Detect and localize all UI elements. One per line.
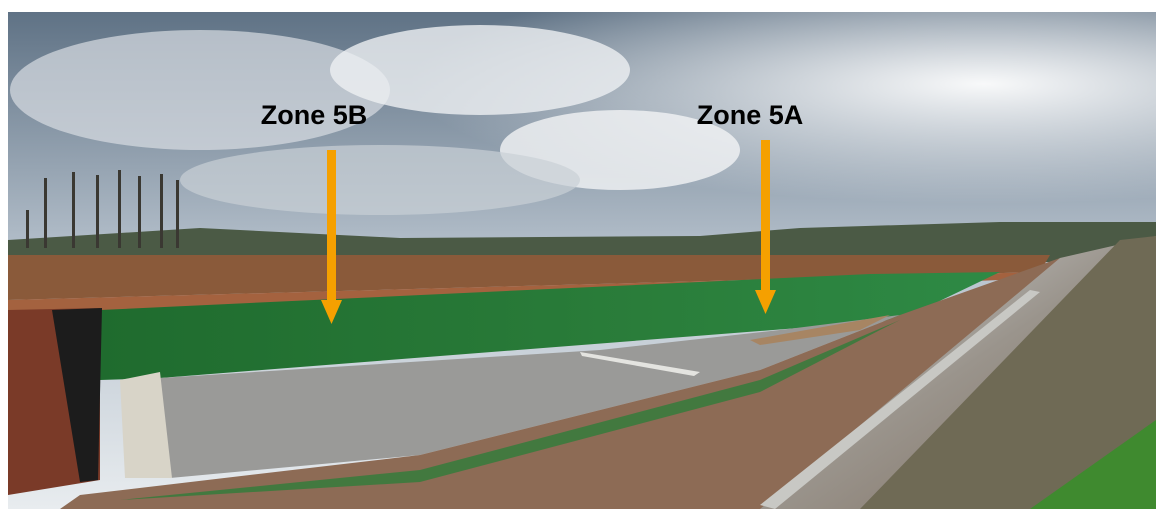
annotation: Zone 5B: [261, 100, 368, 324]
arrow-head: [321, 300, 342, 324]
scene: [8, 12, 1156, 509]
zone-label: Zone 5B: [261, 100, 368, 130]
annotation: Zone 5A: [697, 100, 804, 314]
zone-label: Zone 5A: [697, 100, 804, 130]
arrow-shaft: [761, 140, 770, 292]
arrow-shaft: [327, 150, 336, 302]
arrow-head: [755, 290, 776, 314]
